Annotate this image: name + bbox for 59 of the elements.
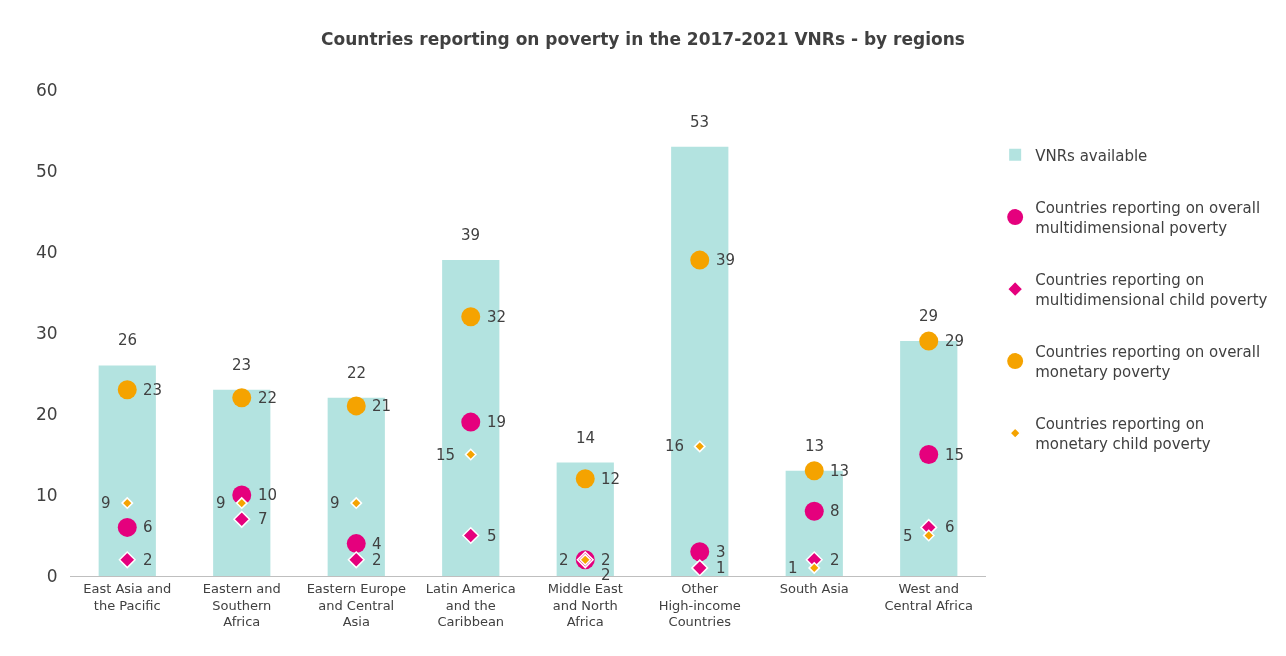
data-label: 5	[487, 527, 497, 545]
data-label: 2	[601, 551, 611, 569]
data-label: 19	[487, 413, 507, 431]
legend-label: Countries reporting on monetary child poverty	[1035, 415, 1211, 453]
data-label: 6	[945, 518, 955, 536]
y-tick-label: 0	[46, 565, 58, 586]
data-label: 32	[487, 308, 507, 326]
y-tick-label: 30	[35, 322, 58, 343]
y-tick-label: 40	[35, 241, 58, 262]
legend-label: VNRs available	[1035, 146, 1148, 165]
data-label: 39	[716, 251, 736, 269]
data-label: 2	[559, 551, 569, 569]
x-tick-label: East Asia and the Pacific	[83, 580, 172, 613]
data-label: 13	[805, 437, 825, 455]
data-label: 9	[216, 494, 226, 512]
x-tick-label: Eastern Europe and Central Asia	[306, 580, 406, 630]
y-tick-label: 50	[35, 160, 58, 181]
data-label: 26	[118, 331, 138, 349]
x-tick-label: Latin America and the Caribbean	[425, 580, 516, 630]
data-label: 6	[143, 518, 153, 536]
y-tick-label: 10	[35, 484, 58, 505]
data-label: 13	[830, 462, 850, 480]
data-label: 2	[372, 551, 382, 569]
data-label: 3	[716, 543, 726, 561]
data-label: 4	[372, 535, 382, 553]
y-tick-label: 60	[35, 79, 58, 100]
data-label: 2	[143, 551, 153, 569]
data-label: 9	[101, 494, 111, 512]
data-label: 2	[830, 551, 840, 569]
data-label: 12	[601, 470, 621, 488]
data-label: 1	[716, 559, 726, 577]
data-label: 53	[690, 113, 710, 131]
chart-title: Countries reporting on poverty in the 2017-2021 VNRs - by regions	[321, 28, 965, 49]
data-label: 23	[143, 381, 163, 399]
data-label: 39	[461, 226, 481, 244]
x-tick-label: South Asia	[779, 580, 849, 596]
data-label: 29	[919, 307, 939, 325]
data-label: 9	[330, 494, 340, 512]
data-label: 15	[436, 446, 456, 464]
x-tick-label: Other High-income Countries	[658, 580, 741, 630]
legend-label: Countries reporting on multidimensional child poverty	[1035, 271, 1268, 309]
data-label: 7	[258, 510, 268, 528]
data-label: 21	[372, 397, 392, 415]
x-tick-label: Eastern and Southern Africa	[202, 580, 281, 630]
data-label: 22	[347, 364, 367, 382]
data-label: 8	[830, 502, 840, 520]
data-label: 5	[903, 527, 913, 545]
data-label: 1	[788, 559, 798, 577]
data-label: 22	[258, 389, 278, 407]
data-label: 16	[665, 437, 685, 455]
y-tick-label: 20	[35, 403, 58, 424]
data-label: 15	[945, 446, 965, 464]
data-label: 29	[945, 332, 965, 350]
data-label: 10	[258, 486, 278, 504]
x-tick-label: West and Central Africa	[884, 580, 974, 613]
legend-label: Countries reporting on overall multidimensional poverty	[1035, 199, 1261, 237]
data-label: 23	[232, 356, 252, 374]
data-label: 14	[576, 429, 596, 447]
legend-label: Countries reporting on overall monetary poverty	[1035, 343, 1261, 381]
